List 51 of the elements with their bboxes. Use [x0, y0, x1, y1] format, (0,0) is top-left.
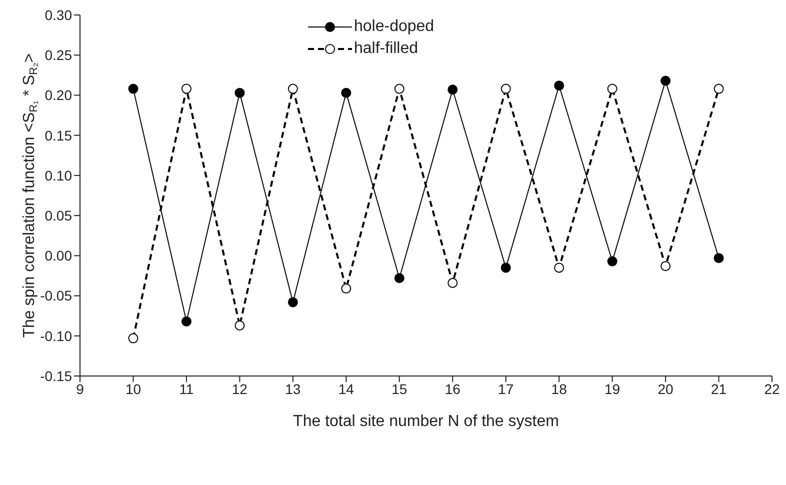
y-tick-label: 0.30 — [44, 6, 72, 23]
x-tick-label: 10 — [125, 380, 142, 397]
y-tick-label: 0.25 — [44, 47, 72, 64]
x-tick-label: 14 — [338, 380, 354, 397]
point — [394, 273, 404, 284]
point — [448, 278, 458, 288]
point — [128, 84, 138, 94]
y-tick-label: 0.20 — [44, 87, 72, 104]
point — [341, 88, 352, 98]
point — [607, 256, 618, 266]
point — [181, 316, 192, 326]
x-axis-title: The total site number N of the system — [293, 413, 559, 430]
point — [234, 320, 245, 330]
y-tick-label: 0.15 — [44, 127, 72, 144]
legend-label: hole-doped — [354, 18, 434, 36]
y-tick-label: -0.10 — [40, 328, 72, 344]
x-tick-label: 19 — [604, 380, 620, 397]
point — [500, 84, 511, 94]
x-tick-label: 16 — [444, 380, 461, 397]
x-tick-label: 9 — [76, 380, 84, 397]
point — [660, 261, 671, 272]
x-tick-label: 21 — [710, 380, 727, 397]
point — [128, 333, 138, 344]
legend-label: half-filled — [354, 40, 418, 58]
point — [500, 262, 511, 273]
x-tick-label: 13 — [285, 380, 301, 397]
point — [394, 84, 404, 94]
x-tick-label: 12 — [232, 380, 248, 397]
point — [554, 80, 564, 91]
x-tick-label: 15 — [392, 380, 408, 397]
y-tick-label: 0.00 — [44, 248, 72, 264]
point — [234, 88, 245, 98]
y-tick-label: -0.05 — [40, 288, 72, 304]
point — [288, 297, 298, 308]
point — [607, 84, 618, 94]
y-tick-label: -0.15 — [40, 368, 72, 384]
x-tick-label: 17 — [498, 380, 514, 397]
point — [181, 84, 192, 94]
point — [714, 253, 724, 264]
point — [660, 76, 671, 86]
point — [341, 284, 352, 294]
point — [554, 262, 564, 273]
x-tick-label: 20 — [658, 380, 674, 397]
x-tick-label: 18 — [551, 380, 568, 397]
x-tick-label: 11 — [179, 380, 194, 397]
point — [448, 84, 458, 95]
y-tick-label: 0.10 — [44, 167, 72, 184]
y-tick-label: 0.05 — [44, 208, 72, 224]
point — [288, 84, 298, 94]
point — [714, 84, 724, 94]
x-tick-label: 22 — [764, 380, 780, 397]
